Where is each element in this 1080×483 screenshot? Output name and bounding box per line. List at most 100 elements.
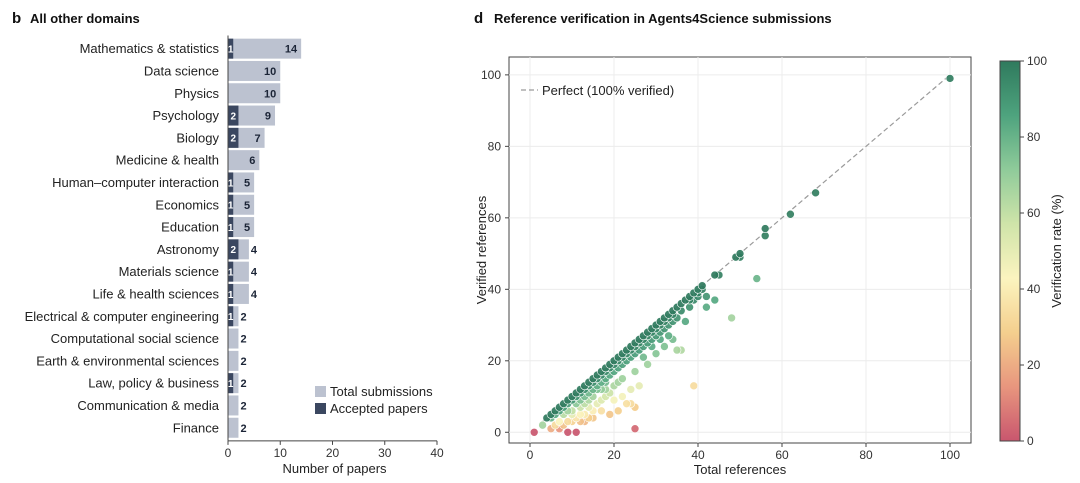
panel-d-x-tick-label: 40 — [691, 448, 705, 462]
bar-total-value-computational-social-science: 2 — [240, 334, 246, 346]
scatter-point — [609, 395, 619, 405]
panel-d-grid — [509, 57, 971, 443]
scatter-point — [618, 374, 627, 383]
panel-d-x-tick-label: 80 — [859, 448, 873, 462]
legend-accepted-papers-swatch — [315, 403, 326, 414]
bar-accepted-value-mathematics-statistics: 1 — [228, 44, 234, 55]
colorbar-tick-label: 100 — [1027, 54, 1047, 68]
bar-total-value-psychology: 9 — [265, 111, 271, 123]
bar-total-value-data-science: 10 — [264, 66, 276, 78]
bar-total-value-law-policy-business: 2 — [240, 378, 246, 390]
bar-accepted-education — [228, 217, 234, 238]
scatter-point — [945, 74, 955, 83]
bar-total-value-materials-science: 4 — [251, 267, 258, 279]
bar-total-communication-media — [228, 395, 239, 416]
bar-accepted-mathematics-statistics — [228, 38, 234, 59]
panel-d-legend: Perfect (100% verified) — [521, 83, 674, 98]
bar-accepted-value-biology: 2 — [230, 134, 236, 145]
panel-d-y-tick-label: 40 — [488, 282, 502, 296]
panel-b-x-axis: 0 10 20 30 40 — [225, 35, 444, 460]
panel-d-x-axis-label: Total references — [694, 462, 787, 477]
panel-d-axes: 0 20 40 60 80 100 0 20 40 60 80 100 — [481, 68, 960, 462]
verification-rate-colorbar: 0 20 40 60 80 100 — [999, 54, 1047, 448]
category-label-communication-media: Communication & media — [77, 398, 219, 413]
panel-d-y-tick-label: 60 — [488, 211, 502, 225]
panel-d-letter: d — [474, 10, 483, 27]
panel-b-x-tick-label: 40 — [430, 446, 444, 460]
bar-accepted-psychology — [228, 105, 239, 126]
bar-total-value-medicine-health: 6 — [249, 155, 255, 167]
scatter-point — [710, 270, 720, 280]
panel-b-x-axis-label: Number of papers — [282, 461, 387, 476]
panel-b-x-tick-label: 20 — [326, 446, 340, 460]
category-label-human-computer-interaction: Human–computer interaction — [52, 175, 219, 190]
scatter-point — [689, 381, 699, 391]
legend-total-submissions-swatch — [315, 386, 326, 397]
scatter-point — [622, 399, 631, 408]
bar-accepted-value-education: 1 — [228, 223, 234, 234]
scatter-point — [710, 295, 720, 305]
bar-total-value-electrical-computer-engineering: 2 — [240, 311, 246, 323]
colorbar-tick-label: 80 — [1027, 130, 1041, 144]
category-label-computational-social-science: Computational social science — [51, 331, 219, 346]
panel-d-title: Reference verification in Agents4Science… — [494, 11, 832, 26]
scatter-point — [727, 313, 736, 323]
panel-b-x-tick-label: 10 — [274, 446, 288, 460]
category-label-economics: Economics — [155, 197, 219, 212]
panel-d-x-tick-label: 20 — [607, 448, 621, 462]
scatter-point — [576, 410, 585, 419]
panel-b-bar-chart: b All other domains Mathematics & statis… — [12, 10, 444, 476]
panel-d-x-tick-label: 60 — [775, 448, 789, 462]
scatter-point — [643, 360, 652, 369]
bar-total-value-economics: 5 — [244, 200, 250, 212]
category-label-mathematics-statistics: Mathematics & statistics — [80, 41, 220, 56]
bar-total-medicine-health — [228, 150, 260, 171]
colorbar-tick-label: 0 — [1027, 434, 1034, 448]
bar-accepted-value-astronomy: 2 — [230, 245, 236, 256]
category-label-education: Education — [161, 220, 219, 235]
bar-accepted-astronomy — [228, 239, 239, 260]
bar-total-physics — [228, 83, 281, 104]
scatter-point — [752, 274, 762, 283]
panel-b-letter: b — [12, 10, 21, 27]
panel-d-x-tick-label: 0 — [527, 448, 534, 462]
scatter-point — [697, 281, 707, 291]
bar-total-mathematics-statistics — [228, 38, 302, 59]
scatter-point — [571, 427, 581, 437]
bar-accepted-biology — [228, 127, 239, 148]
bar-accepted-law-policy-business — [228, 373, 234, 394]
panel-d-y-tick-label: 80 — [488, 139, 502, 153]
scatter-point — [651, 349, 661, 358]
bar-total-value-biology: 7 — [254, 133, 260, 145]
bar-total-value-physics: 10 — [264, 88, 276, 100]
scatter-point — [660, 342, 669, 351]
panel-d-scatter-chart: d Reference verification in Agents4Scien… — [474, 10, 1064, 477]
bar-accepted-human-computer-interaction — [228, 172, 234, 193]
scatter-point — [563, 417, 573, 426]
panel-d-x-tick-label: 100 — [940, 448, 960, 462]
bar-total-value-mathematics-statistics: 14 — [285, 44, 298, 56]
panel-b-x-tick-label: 0 — [225, 446, 232, 460]
bar-total-value-earth-environmental-sciences: 2 — [240, 356, 246, 368]
scatter-point — [634, 381, 644, 391]
category-label-psychology: Psychology — [153, 108, 220, 123]
scatter-point — [555, 417, 564, 426]
bar-total-value-communication-media: 2 — [240, 400, 246, 412]
bar-total-value-life-health-sciences: 4 — [251, 289, 258, 301]
panel-d-y-tick-label: 20 — [488, 354, 502, 368]
panel-b-x-tick-label: 30 — [378, 446, 392, 460]
bar-accepted-economics — [228, 194, 234, 215]
scatter-point — [664, 331, 673, 341]
category-label-earth-environmental-sciences: Earth & environmental sciences — [36, 353, 219, 368]
bar-accepted-value-psychology: 2 — [230, 111, 236, 122]
bar-total-finance — [228, 417, 239, 438]
bar-total-value-astronomy: 4 — [251, 244, 258, 256]
perfect-line-legend-label: Perfect (100% verified) — [542, 83, 674, 98]
bar-accepted-value-economics: 1 — [228, 201, 234, 212]
bar-accepted-electrical-computer-engineering — [228, 306, 234, 327]
scatter-point — [613, 406, 623, 416]
scatter-point — [735, 249, 745, 258]
bar-accepted-value-materials-science: 1 — [228, 267, 234, 278]
